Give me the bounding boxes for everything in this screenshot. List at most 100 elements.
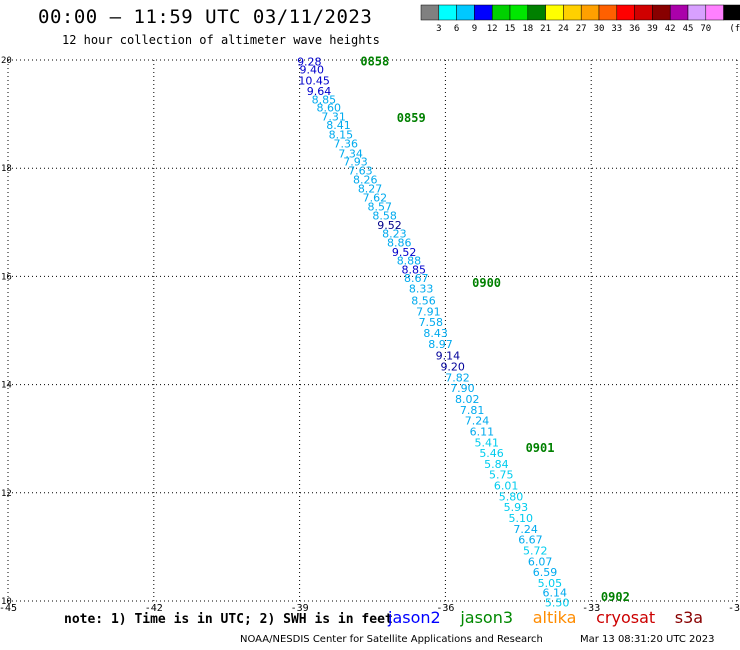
- colorbar-tick-label: 39: [647, 24, 658, 34]
- legend-jason2: jason2: [388, 608, 441, 627]
- wave-height-point: 8.43: [423, 327, 448, 340]
- colorbar-unit: (ft): [729, 24, 740, 34]
- y-tick-label: 18: [1, 164, 12, 174]
- wave-height-point: 7.63: [348, 165, 373, 178]
- wave-height-point: 9.64: [307, 85, 332, 98]
- colorbar-tick-label: 30: [594, 24, 605, 34]
- colorbar-tick-label: 45: [683, 24, 694, 34]
- wave-height-point: 8.02: [455, 393, 480, 406]
- wave-height-track: 9.289.4010.459.648.858.607.318.418.157.3…: [297, 55, 569, 609]
- time-labels: 0858 0859 0900 0901 0902: [360, 54, 629, 604]
- wave-height-point: 7.58: [419, 316, 444, 329]
- wave-height-point: 6.14: [543, 587, 568, 600]
- y-tick-label: 16: [1, 272, 12, 282]
- colorbar-tick-label: 6: [454, 24, 459, 34]
- wave-height-point: 8.85: [402, 264, 427, 277]
- wave-height-point: 8.33: [409, 283, 434, 296]
- time-label: 0858: [360, 54, 389, 68]
- colorbar-tick-label: 42: [665, 24, 676, 34]
- y-tick-label: 14: [1, 381, 12, 391]
- wave-height-point: 8.67: [404, 272, 429, 285]
- colorbar-tick-label: 24: [558, 24, 569, 34]
- wave-height-point: 9.40: [300, 64, 325, 77]
- time-label: 0902: [601, 590, 630, 604]
- wave-height-point: 6.67: [518, 534, 543, 547]
- wave-height-point: 7.81: [460, 404, 485, 417]
- wave-height-point: 5.75: [489, 469, 514, 482]
- wave-height-point: 7.31: [321, 111, 346, 124]
- colorbar-swatch: [616, 4, 635, 21]
- colorbar-swatch: [545, 4, 564, 21]
- y-tick-label: 10: [1, 597, 12, 607]
- wave-height-point: 8.60: [317, 101, 342, 114]
- wave-height-point: 5.41: [474, 436, 499, 449]
- x-tick-label: -30: [728, 603, 740, 614]
- wave-height-point: 5.05: [538, 577, 563, 590]
- wave-height-point: 9.52: [377, 219, 402, 232]
- wave-height-point: 8.26: [353, 173, 378, 186]
- chart-subtitle: 12 hour collection of altimeter wave hei…: [62, 33, 380, 47]
- wave-height-point: 8.41: [326, 119, 351, 132]
- colorbar-swatch: [634, 4, 653, 21]
- colorbar-tick-label: 36: [629, 24, 640, 34]
- wave-height-point: 8.15: [329, 128, 354, 141]
- colorbar-swatch: [563, 4, 582, 21]
- colorbar-tick-label: 12: [487, 24, 498, 34]
- colorbar-tick-label: 3: [436, 24, 441, 34]
- colorbar-swatch: [705, 4, 724, 21]
- timestamp-text: Mar 13 08:31:20 UTC 2023: [580, 634, 715, 645]
- chart-title: 00:00 – 11:59 UTC 03/11/2023: [38, 6, 373, 28]
- wave-height-point: 7.90: [450, 382, 475, 395]
- colorbar-tick-label: 33: [611, 24, 622, 34]
- wave-height-point: 6.07: [528, 555, 553, 568]
- time-label: 0859: [397, 111, 426, 125]
- colorbar-swatch: [474, 4, 493, 21]
- wave-height-point: 8.86: [387, 237, 412, 250]
- legend-jason3: jason3: [460, 608, 514, 627]
- x-tick-label: -36: [436, 603, 454, 614]
- colorbar-tick-label: 18: [522, 24, 533, 34]
- wave-height-point: 6.01: [494, 480, 519, 493]
- legend-cryosat: cryosat: [596, 608, 656, 627]
- wave-height-point: 9.20: [440, 361, 465, 374]
- wave-height-point: 8.27: [358, 183, 383, 196]
- wave-height-point: 5.72: [523, 544, 548, 557]
- colorbar-swatch: [491, 4, 511, 21]
- wave-height-point: 7.82: [445, 371, 470, 384]
- satellite-legend: jason2 jason3 altika cryosat s3a: [388, 608, 713, 627]
- colorbar-swatch: [509, 4, 529, 21]
- wave-height-point: 5.93: [504, 501, 529, 514]
- colorbar-swatch: [652, 4, 671, 21]
- colorbar-tick-label: 15: [505, 24, 516, 34]
- colorbar-tick-label: 27: [576, 24, 587, 34]
- wave-height-point: 9.52: [392, 246, 417, 259]
- y-tick-label: 20: [1, 56, 12, 66]
- wave-height-point: 8.97: [428, 338, 453, 351]
- wave-height-point: 10.45: [298, 74, 330, 87]
- colorbar-tick-label: 21: [540, 24, 551, 34]
- wave-height-point: 6.59: [533, 566, 558, 579]
- wave-height-point: 8.57: [368, 200, 393, 213]
- time-label: 0900: [472, 276, 501, 290]
- wave-height-point: 8.23: [382, 227, 407, 240]
- credit-text: NOAA/NESDIS Center for Satellite Applica…: [240, 634, 543, 645]
- wave-height-point: 6.11: [470, 425, 495, 438]
- colorbar-tick-label: 70: [700, 24, 711, 34]
- colorbar-swatch: [527, 4, 546, 21]
- wave-height-point: 7.24: [465, 415, 490, 428]
- x-tick-label: -42: [145, 603, 163, 614]
- colorbar-swatch: [598, 4, 618, 21]
- colorbar-swatch: [420, 4, 440, 21]
- wave-height-point: 5.84: [484, 458, 509, 471]
- wave-height-point: 9.14: [436, 350, 461, 363]
- wave-height-point: 7.91: [416, 305, 441, 318]
- wave-height-point: 7.93: [343, 155, 368, 168]
- legend-altika: altika: [532, 608, 577, 627]
- wave-height-point: 8.88: [397, 254, 422, 267]
- x-tick-label: -33: [582, 603, 600, 614]
- legend-s3a: s3a: [674, 608, 704, 627]
- wave-height-point: 8.56: [411, 295, 436, 308]
- colorbar-swatch: [580, 4, 600, 21]
